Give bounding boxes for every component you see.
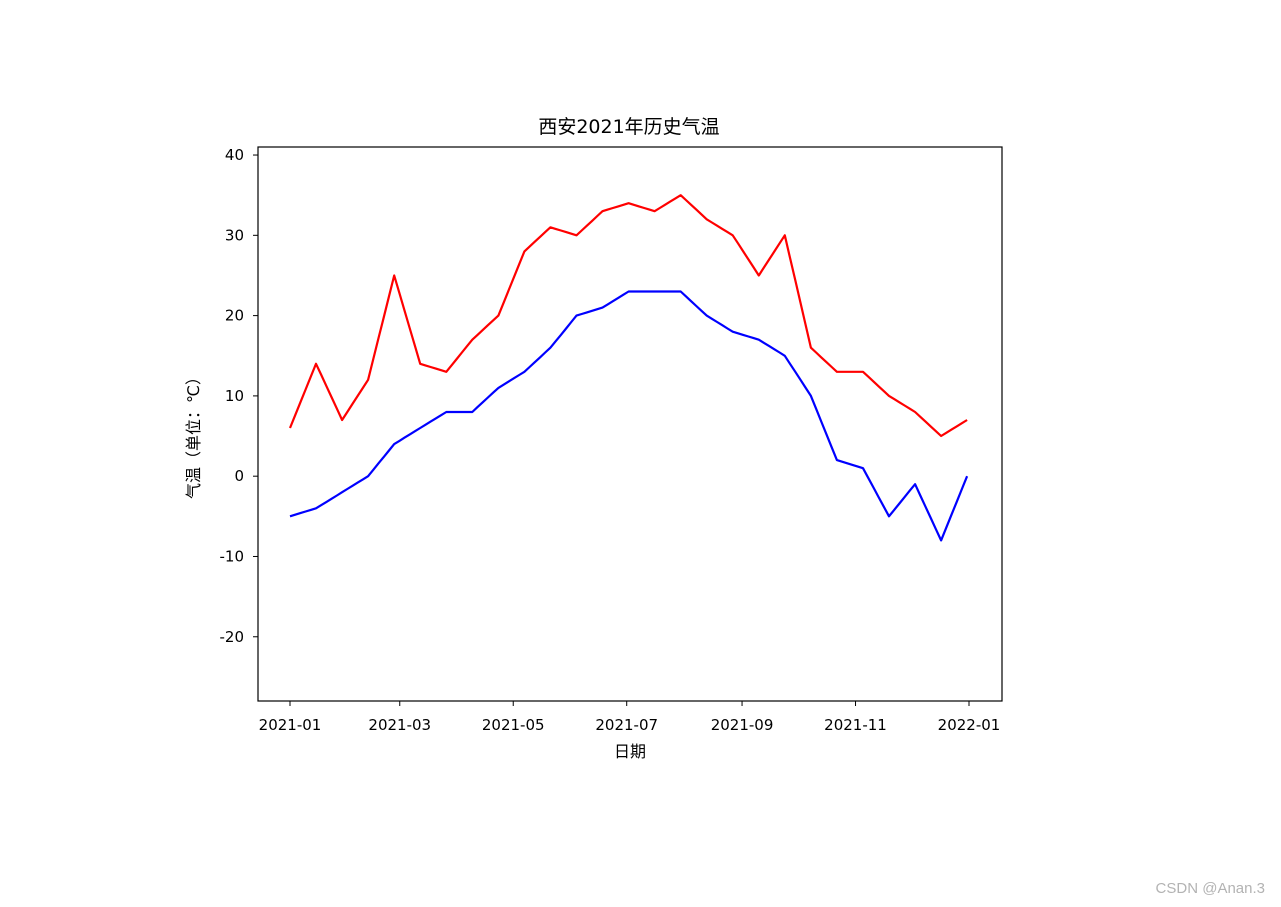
x-tick-label: 2021-03 (368, 716, 431, 734)
axes-frame (257, 146, 1003, 702)
chart-title: 西安2021年历史气温 (538, 116, 719, 138)
y-tick-label: 30 (225, 226, 244, 244)
y-tick-label: 10 (225, 387, 244, 405)
series-1-path (288, 194, 968, 438)
x-tick-label: 2021-01 (259, 716, 322, 734)
x-tick-label: 2021-05 (482, 716, 545, 734)
y-tick-label: 20 (225, 307, 244, 325)
y-axis-label: 气温（单位：℃） (184, 369, 203, 499)
y-axis: -20 -10 0 10 20 30 40 (220, 146, 258, 646)
watermark: CSDN @Anan.3 (1155, 880, 1265, 897)
x-tick-label: 2021-11 (824, 716, 887, 734)
y-tick-label: 0 (234, 467, 244, 485)
y-tick-label: -10 (220, 547, 245, 565)
plot-area (288, 194, 969, 542)
series-2-path (289, 290, 969, 542)
x-axis-label: 日期 (614, 742, 646, 761)
y-tick-label: -20 (220, 628, 245, 646)
x-tick-label: 2021-07 (595, 716, 658, 734)
series-1-line (288, 194, 968, 438)
x-tick-label: 2021-09 (711, 716, 774, 734)
x-axis: 2021-01 2021-03 2021-05 2021-07 2021-09 2021-… (259, 701, 1001, 734)
series-2-line (289, 290, 969, 542)
x-tick-label: 2022-01 (938, 716, 1001, 734)
y-tick-label: 40 (225, 146, 244, 164)
